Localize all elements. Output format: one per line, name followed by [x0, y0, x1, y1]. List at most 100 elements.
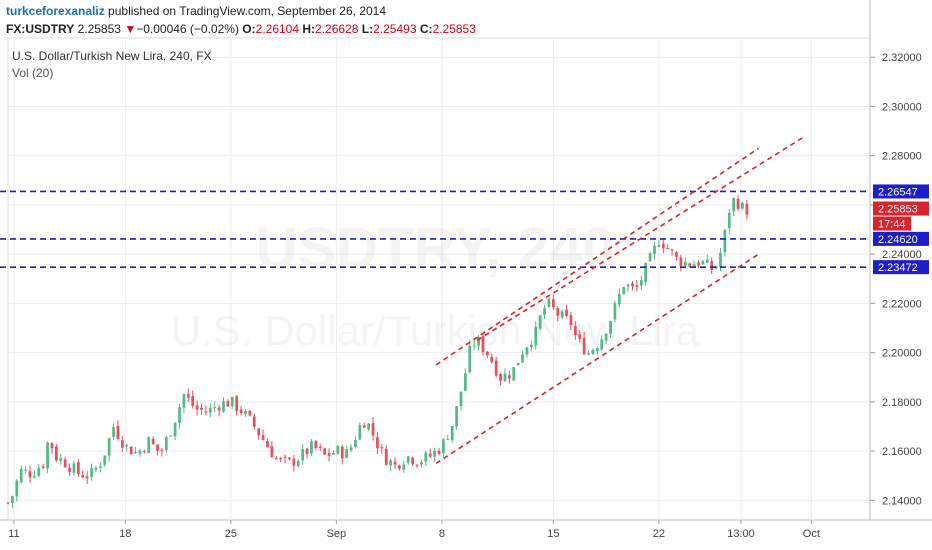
channel-lines[interactable]	[435, 135, 806, 465]
candle-body	[46, 442, 49, 469]
candle-body	[604, 333, 608, 341]
candle-body	[41, 466, 45, 468]
candle-body	[503, 373, 507, 382]
channel-line	[435, 147, 760, 366]
candle-body	[37, 468, 41, 476]
volume-label: Vol (20)	[12, 66, 53, 80]
candle-body	[182, 394, 186, 408]
price-axis[interactable]: 2.320002.300002.280002.260002.240002.220…	[870, 52, 929, 507]
symbol-watermark: USDTRY, 240	[256, 216, 615, 281]
candle-body	[547, 298, 551, 307]
candle-body	[81, 475, 85, 478]
candle-body	[411, 457, 414, 465]
level-price-label: 2.26547	[878, 186, 918, 198]
candle-body	[19, 468, 23, 483]
candle-body	[446, 439, 450, 441]
x-tick-label: 11	[8, 528, 19, 540]
candle-body	[635, 285, 639, 287]
countdown-label: 17:44	[878, 219, 906, 231]
candle-body	[714, 266, 718, 269]
candle-body	[94, 467, 98, 470]
candle-body	[107, 438, 111, 456]
low-label: L:	[361, 22, 374, 36]
author-link[interactable]: turkceforexanaliz	[6, 4, 105, 18]
candle-body	[98, 466, 102, 468]
level-price-label: 2.24620	[878, 234, 918, 246]
candle-body	[679, 257, 683, 267]
x-tick-label: 18	[119, 528, 131, 540]
candle-body	[573, 325, 577, 336]
candle-body	[727, 212, 731, 229]
candle-body	[33, 475, 36, 478]
candle-body	[186, 394, 190, 398]
candle-body	[719, 252, 722, 267]
candle-body	[138, 450, 142, 454]
candle-body	[582, 337, 586, 355]
candle-body	[560, 311, 564, 318]
candle-body	[398, 465, 401, 469]
candle-body	[459, 391, 463, 407]
candle-body	[587, 353, 590, 355]
candle-body	[160, 449, 164, 451]
candle-body	[283, 456, 287, 458]
candle-body	[15, 480, 19, 497]
channel-line	[476, 135, 806, 341]
candle-body	[314, 440, 318, 448]
candle-body	[349, 447, 353, 451]
candle-body	[323, 448, 327, 455]
candle-body	[464, 373, 467, 391]
x-tick-label: Sep	[327, 528, 347, 540]
candle-body	[486, 351, 489, 356]
publish-header: turkceforexanaliz published on TradingVi…	[6, 3, 386, 19]
candle-body	[336, 446, 340, 454]
candle-body	[24, 469, 27, 471]
horizontal-levels[interactable]	[0, 190, 870, 268]
candle-body	[499, 373, 502, 381]
candle-body	[477, 337, 480, 346]
candle-body	[169, 435, 173, 437]
x-tick-label: 15	[547, 528, 559, 540]
price-change: −0.00046 (−0.02%)	[136, 22, 239, 36]
candle-body	[525, 347, 529, 355]
symbol-name[interactable]: FX:USDTRY	[6, 22, 75, 36]
candle-body	[125, 444, 129, 447]
last-price: 2.25853	[77, 22, 121, 36]
candles	[6, 195, 749, 509]
candle-body	[516, 362, 520, 366]
candle-body	[490, 356, 494, 363]
y-tick-label: 2.24000	[882, 249, 922, 261]
candle-body	[332, 452, 335, 455]
candle-body	[433, 450, 436, 457]
candle-body	[358, 425, 362, 440]
y-tick-label: 2.16000	[882, 446, 922, 458]
candle-body	[252, 416, 256, 427]
candle-body	[376, 437, 379, 449]
candle-body	[626, 284, 630, 287]
candle-body	[151, 438, 155, 445]
candle-body	[147, 437, 151, 454]
candle-body	[318, 446, 322, 448]
time-axis[interactable]: 11 18 25 Sep 8 15 22 13:00 Oct	[8, 520, 820, 540]
candle-body	[556, 308, 560, 316]
candle-body	[279, 458, 283, 460]
candle-body	[661, 243, 665, 249]
candle-body	[248, 410, 252, 416]
candle-body	[406, 456, 410, 463]
candle-body	[723, 229, 727, 253]
candle-body	[120, 440, 124, 448]
candle-body	[50, 442, 54, 449]
candle-body	[191, 396, 195, 407]
open-label: O:	[242, 22, 256, 36]
candle-body	[705, 259, 709, 263]
y-tick-label: 2.30000	[882, 101, 922, 113]
candle-body	[288, 457, 291, 460]
candle-body	[274, 458, 278, 460]
x-tick-label: 13:00	[727, 528, 755, 540]
candle-body	[644, 263, 648, 282]
level-price-tag	[873, 260, 929, 275]
open-value: 2.26104	[255, 22, 300, 36]
candle-body	[600, 339, 604, 350]
candle-body	[301, 449, 305, 461]
candle-body	[472, 345, 476, 347]
